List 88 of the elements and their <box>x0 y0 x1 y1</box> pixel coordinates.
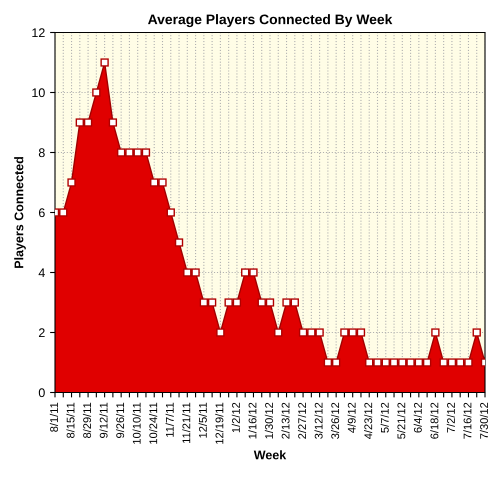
point <box>249 268 258 277</box>
point <box>456 358 464 367</box>
x-tick-label: 7/2/12 <box>446 402 455 433</box>
point <box>382 358 390 367</box>
y-tick-label: 0 <box>38 388 45 398</box>
y-axis-title: Players Connected <box>14 157 26 268</box>
point <box>348 328 357 337</box>
point <box>390 358 398 367</box>
x-axis-title: Week <box>254 450 286 460</box>
chart-title: Average Players Connected By Week <box>148 14 392 28</box>
point <box>274 328 282 337</box>
point <box>59 208 68 217</box>
x-tick-label: 9/26/11 <box>116 402 124 438</box>
point <box>208 298 216 307</box>
point <box>373 358 382 367</box>
point <box>365 358 374 367</box>
x-tick-label: 5/21/12 <box>397 402 406 439</box>
point <box>241 268 250 277</box>
point <box>108 118 118 127</box>
point <box>258 298 266 307</box>
point <box>200 298 208 307</box>
x-tick-label: 7/16/12 <box>463 402 472 439</box>
x-tick-label: 12/5/11 <box>198 402 207 438</box>
x-tick-label: 9/12/11 <box>99 402 108 438</box>
point <box>84 118 92 127</box>
point <box>142 148 150 157</box>
point <box>464 358 473 367</box>
point <box>340 328 349 337</box>
point <box>266 298 274 307</box>
x-tick-label: 3/26/12 <box>330 402 340 439</box>
x-tick-label: 6/4/12 <box>414 402 422 433</box>
x-tick-label: 11/7/11 <box>166 402 174 437</box>
point <box>134 148 142 157</box>
x-tick-label: 2/27/12 <box>298 402 306 439</box>
point <box>406 358 415 367</box>
point <box>67 178 76 187</box>
point <box>116 148 126 157</box>
x-tick-label: 1/30/12 <box>264 402 273 438</box>
y-tick-label: 6 <box>38 208 45 218</box>
x-tick-label: 2/13/12 <box>281 402 290 439</box>
point <box>356 328 366 337</box>
y-tick-label: 2 <box>38 328 45 338</box>
point <box>166 208 175 217</box>
x-tick-label: 4/9/12 <box>348 402 356 433</box>
x-tick-label: 3/12/12 <box>314 402 323 439</box>
x-tick-label: 12/19/11 <box>215 402 224 444</box>
x-tick-label: 11/21/11 <box>182 402 190 443</box>
point <box>324 358 332 367</box>
x-tick-label: 7/30/12 <box>480 402 488 439</box>
point <box>92 88 101 97</box>
x-tick-label: 5/7/12 <box>380 402 389 433</box>
point <box>439 358 448 367</box>
x-tick-label: 6/18/12 <box>430 402 438 439</box>
point <box>472 328 481 337</box>
y-tick-label: 12 <box>32 28 45 38</box>
point <box>150 178 158 187</box>
x-tick-label: 8/15/11 <box>66 402 75 438</box>
point <box>158 178 167 187</box>
point <box>183 268 192 277</box>
x-tick-label: 8/29/11 <box>82 402 92 438</box>
point <box>232 298 242 307</box>
point <box>414 358 424 367</box>
point <box>422 358 432 367</box>
x-tick-label: 8/1/11 <box>50 402 58 432</box>
y-tick-label: 8 <box>38 148 45 158</box>
point <box>76 118 84 127</box>
point <box>431 328 440 337</box>
x-tick-label: 10/10/11 <box>132 402 141 444</box>
point <box>298 328 308 337</box>
point <box>315 328 324 337</box>
point <box>224 298 233 307</box>
point <box>290 298 299 307</box>
point <box>191 268 200 277</box>
x-tick-label: 4/23/12 <box>364 402 372 440</box>
x-tick-label: 1/16/12 <box>248 402 256 438</box>
x-tick-label: 1/2/12 <box>232 402 240 432</box>
x-tick-label: 10/24/11 <box>149 402 158 444</box>
point <box>307 328 316 337</box>
point <box>332 358 340 367</box>
point <box>174 238 184 247</box>
point <box>448 358 456 367</box>
point <box>100 58 109 67</box>
point <box>282 298 291 307</box>
y-tick-label: 4 <box>38 268 45 278</box>
point <box>125 148 134 157</box>
point <box>398 358 406 367</box>
y-tick-label: 10 <box>32 88 45 98</box>
point <box>216 328 225 337</box>
